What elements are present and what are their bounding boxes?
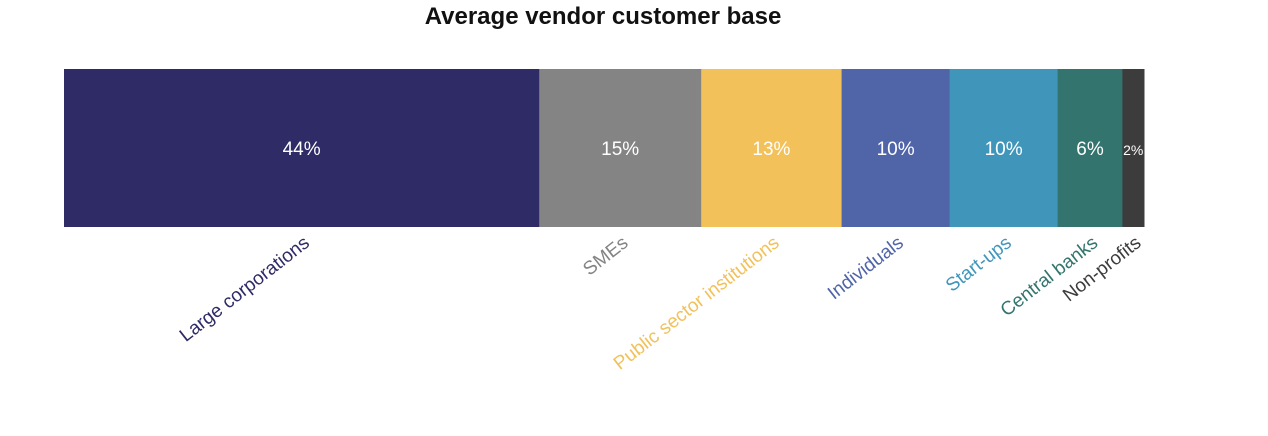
value-label-smes: 15% xyxy=(601,139,639,160)
bar-segments xyxy=(64,69,1145,227)
value-labels: 44% 15% 13% 10% 10% 6% 2% xyxy=(283,139,1144,160)
bar-segment-public-sector-institutions xyxy=(701,69,843,227)
category-label-large-corporations: Large corporations xyxy=(176,232,314,346)
bar-segment-smes xyxy=(539,69,702,227)
value-label-individuals: 10% xyxy=(877,139,915,160)
value-label-start-ups: 10% xyxy=(985,139,1023,160)
category-label-public-sector-institutions: Public sector institutions xyxy=(610,232,784,374)
bar-segment-non-profits xyxy=(1122,69,1145,227)
value-label-public-sector-institutions: 13% xyxy=(752,139,790,160)
bar-segment-central-banks xyxy=(1057,69,1123,227)
category-label-individuals: Individuals xyxy=(824,232,908,304)
value-label-central-banks: 6% xyxy=(1076,139,1104,160)
category-label-smes: SMEs xyxy=(579,232,632,280)
chart-title: Average vendor customer base xyxy=(425,3,782,30)
bar-segment-start-ups xyxy=(949,69,1059,227)
bar-segment-large-corporations xyxy=(64,69,540,227)
bar-segment-individuals xyxy=(841,69,951,227)
category-label-start-ups: Start-ups xyxy=(942,232,1016,296)
value-label-non-profits: 2% xyxy=(1123,142,1143,158)
value-label-large-corporations: 44% xyxy=(283,139,321,160)
